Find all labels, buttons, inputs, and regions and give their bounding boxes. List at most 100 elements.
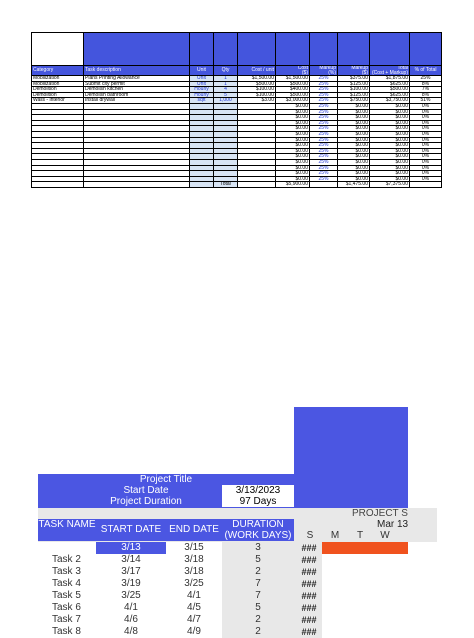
task-duration: 3 — [255, 542, 261, 553]
duration-cell-bg — [222, 578, 294, 590]
task-duration: 5 — [255, 602, 261, 613]
task-end-date[interactable]: 3/18 — [184, 554, 204, 565]
task-overflow-mark: ### — [301, 579, 317, 589]
task-name[interactable]: Task 6 — [52, 602, 81, 613]
estimate-cell[interactable]: 25% — [409, 75, 442, 82]
estimate-row: Mobilization Submit city permit Unit 1 $500.… — [31, 80, 442, 88]
mark-cell-bg — [294, 542, 322, 554]
banner-cell — [337, 32, 370, 66]
total-cell: $1,475.00 — [337, 181, 370, 188]
estimate-row: $0.00 25% $0.00 $0.00 0% — [31, 158, 442, 166]
estimate-row: Demolition Demolish kitchen Hourly 4 $100.00… — [31, 86, 442, 93]
month-label: Mar 13 — [377, 519, 409, 530]
estimate-cell[interactable]: 8% — [409, 80, 442, 88]
duration-value: 97 Days — [222, 496, 294, 507]
task-overflow-mark: ### — [301, 543, 317, 553]
estimate-row: $0.00 25% $0.00 $0.00 0% — [31, 136, 442, 144]
column-header: Cost / unit — [237, 65, 276, 76]
task-start-date[interactable]: 4/1 — [124, 602, 138, 613]
mark-cell-bg — [294, 554, 322, 566]
timeline-header-right — [294, 476, 408, 508]
banner-cell — [189, 32, 214, 66]
task-start-date[interactable]: 3/17 — [121, 566, 141, 577]
task-start-date[interactable]: 3/13 — [121, 542, 141, 553]
estimate-header-row: Category Task description Unit Qty Cost / un… — [31, 65, 442, 76]
gantt-corner-block — [294, 407, 408, 476]
task-name[interactable] — [52, 542, 96, 554]
banner-cell — [31, 32, 84, 66]
task-start-date[interactable]: 3/14 — [121, 554, 141, 565]
task-duration: 5 — [255, 554, 261, 565]
task-duration: 7 — [255, 578, 261, 589]
task-overflow-mark: ### — [301, 627, 317, 637]
end-date-header: END DATE — [166, 519, 222, 541]
task-overflow-mark: ### — [301, 555, 317, 565]
task-start-date[interactable]: 3/25 — [121, 590, 141, 601]
task-name[interactable]: Task 4 — [52, 578, 81, 589]
task-name[interactable]: Task 3 — [52, 566, 81, 577]
estimate-row: Demolition Demolish bathroom Hourly 5 $100.0… — [31, 91, 442, 99]
column-header: Category — [31, 65, 84, 76]
estimate-cell[interactable]: 51% — [409, 97, 442, 104]
task-end-date[interactable]: 4/7 — [187, 614, 201, 625]
estimate-row: $0.00 25% $0.00 $0.00 0% — [31, 119, 442, 127]
duration-cell-bg — [222, 554, 294, 566]
total-cell: $5,900.00 — [275, 181, 310, 188]
banner-cell — [237, 32, 276, 66]
estimate-table: Category Task description Unit Qty Cost / un… — [31, 32, 442, 188]
task-name-header: TASK NAME — [38, 519, 96, 541]
estimate-row: $0.00 25% $0.00 $0.00 0% — [31, 142, 442, 149]
task-name[interactable]: Task 8 — [52, 626, 81, 637]
banner-cell — [369, 32, 410, 66]
estimate-row: Mobilization Plans Printing Allowance Unit… — [31, 75, 442, 82]
task-name[interactable]: Task 5 — [52, 590, 81, 601]
total-cell — [309, 181, 338, 188]
mark-cell-bg — [294, 602, 322, 614]
column-header: % of Total — [409, 65, 442, 76]
task-end-date[interactable]: 3/25 — [184, 578, 204, 589]
column-header: Cost ($) — [275, 65, 310, 76]
day-header: T — [356, 530, 364, 541]
estimate-cell[interactable]: 0% — [409, 119, 442, 127]
task-duration: 2 — [255, 614, 261, 625]
task-start-date[interactable]: 4/8 — [124, 626, 138, 637]
banner-cell — [275, 32, 310, 66]
day-header: M — [330, 530, 340, 541]
task-end-date[interactable]: 4/9 — [187, 626, 201, 637]
total-cell: $7,375.00 — [369, 181, 410, 188]
estimate-banner-row — [31, 32, 442, 66]
day-header: W — [380, 530, 390, 541]
column-header: Markup ($) — [337, 65, 370, 76]
task-name[interactable]: Task 2 — [52, 554, 81, 565]
task-end-date[interactable]: 4/5 — [187, 602, 201, 613]
column-header: Unit — [189, 65, 214, 76]
total-cell — [31, 181, 84, 188]
estimate-cell[interactable]: 8% — [409, 91, 442, 99]
task-overflow-mark: ### — [301, 591, 317, 601]
task-end-date[interactable]: 3/18 — [184, 566, 204, 577]
estimate-cell[interactable]: 0% — [409, 103, 442, 110]
column-header: Qty — [213, 65, 238, 76]
duration-cell-bg — [222, 542, 294, 554]
banner-cell — [309, 32, 338, 66]
start-date-label: Start Date — [123, 485, 169, 496]
task-start-date[interactable]: 3/19 — [121, 578, 141, 589]
duration-header: DURATION (WORK DAYS) — [222, 519, 294, 541]
mark-cell-bg — [294, 590, 322, 602]
selected-start-bg — [96, 542, 166, 554]
task-end-date[interactable]: 3/15 — [184, 542, 204, 553]
task-end-date[interactable]: 4/1 — [187, 590, 201, 601]
estimate-cell[interactable]: 7% — [409, 86, 442, 93]
estimate-cell[interactable]: 0% — [409, 108, 442, 116]
task-duration: 7 — [255, 590, 261, 601]
task-start-date[interactable]: 4/6 — [124, 614, 138, 625]
estimate-row: $0.00 25% $0.00 $0.00 0% — [31, 103, 442, 110]
column-header: Markup (%) — [309, 65, 338, 76]
estimate-cell[interactable]: 0% — [409, 114, 442, 121]
start-date-value[interactable]: 3/13/2023 — [222, 485, 294, 496]
estimate-row: $0.00 25% $0.00 $0.00 0% — [31, 114, 442, 121]
total-cell: Total — [213, 181, 238, 188]
project-title-label: Project Title — [139, 474, 193, 485]
mark-cell-bg — [294, 578, 322, 590]
task-name[interactable]: Task 7 — [52, 614, 81, 625]
